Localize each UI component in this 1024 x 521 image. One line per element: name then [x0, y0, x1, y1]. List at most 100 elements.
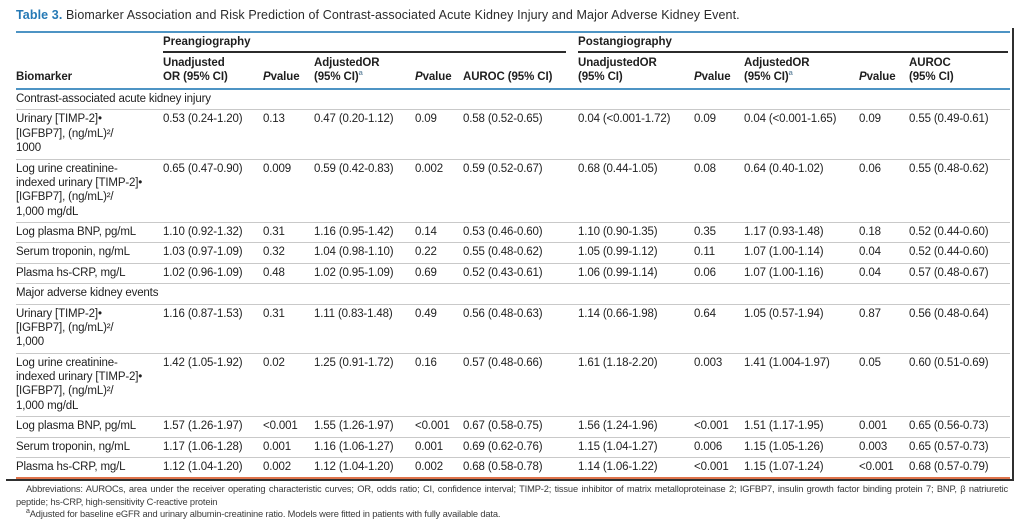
value-cell: 1.16 (0.95-1.42)	[314, 226, 394, 239]
footnote-marker-a: a	[788, 68, 793, 78]
value-cell: 0.003	[694, 356, 723, 369]
value-cell: 0.003	[859, 440, 888, 453]
value-cell: 0.55 (0.49-0.61)	[909, 113, 989, 126]
value-cell: 1.15 (1.04-1.27)	[578, 440, 658, 453]
value-cell: <0.001	[415, 420, 450, 433]
value-cell: 0.006	[694, 440, 723, 453]
biomarker-label: Log urine creatinine- indexed urinary [T…	[16, 356, 143, 412]
column-header-post-auroc: AUROC (95% CI)	[909, 53, 1011, 91]
value-cell: 0.68 (0.44-1.05)	[578, 162, 658, 175]
value-cell: 0.32	[263, 246, 285, 259]
group-header-preangiography: Preangiography	[163, 32, 578, 53]
value-cell: <0.001	[859, 460, 894, 473]
value-cell: 1.55 (1.26-1.97)	[314, 420, 394, 433]
value-cell: <0.001	[694, 420, 729, 433]
value-cell: 1.10 (0.90-1.35)	[578, 226, 658, 239]
table-footnotes: Abbreviations: AUROCs, area under the re…	[16, 483, 1008, 521]
value-cell: 0.002	[263, 460, 292, 473]
value-cell: 0.31	[263, 307, 285, 320]
group-header-row: Preangiography Postangiography	[16, 32, 1010, 53]
value-cell: 0.04	[859, 266, 881, 279]
column-header-pre-pvalue-adjusted: Pvalue	[415, 53, 463, 91]
value-cell: 0.001	[263, 440, 292, 453]
value-cell: 0.31	[263, 226, 285, 239]
value-cell: 1.15 (1.07-1.24)	[744, 460, 824, 473]
value-cell: 0.68 (0.58-0.78)	[463, 460, 543, 473]
value-cell: 1.57 (1.26-1.97)	[163, 420, 243, 433]
value-cell: 0.87	[859, 307, 881, 320]
value-cell: 0.14	[415, 226, 437, 239]
value-cell: 0.59 (0.42-0.83)	[314, 162, 394, 175]
biomarker-label: Serum troponin, ng/mL	[16, 440, 130, 453]
value-cell: 0.22	[415, 246, 437, 259]
group-header-postangiography: Postangiography	[578, 32, 1010, 53]
value-cell: 0.53 (0.24-1.20)	[163, 113, 243, 126]
column-header-post-unadjusted-or: UnadjustedOR (95% CI)	[578, 53, 695, 91]
value-cell: 0.09	[415, 113, 437, 126]
footnote-adjusted: aAdjusted for baseline eGFR and urinary …	[26, 508, 501, 520]
section-header-label: Contrast-associated acute kidney injury	[16, 93, 211, 106]
biomarker-row: Serum troponin, ng/mL 1.03 (0.97-1.09) 0.3…	[16, 243, 1011, 264]
column-header-post-adjusted-or: AdjustedOR (95% CI)a	[744, 53, 860, 91]
value-cell: 1.16 (1.06-1.27)	[314, 440, 394, 453]
value-cell: 0.35	[694, 226, 716, 239]
column-header-row: Biomarker Unadjusted OR (95% CI) Pvalue A…	[16, 53, 1011, 91]
value-cell: 0.002	[415, 460, 444, 473]
value-cell: 0.48	[263, 266, 285, 279]
value-cell: 0.57 (0.48-0.66)	[463, 356, 543, 369]
column-header-biomarker: Biomarker	[16, 53, 163, 91]
value-cell: 1.14 (0.66-1.98)	[578, 307, 658, 320]
screenshot-right-edge	[1012, 28, 1014, 481]
biomarker-association-table: Preangiography Postangiography Biomarker…	[16, 31, 1011, 479]
biomarker-row: Plasma hs-CRP, mg/L 1.02 (0.96-1.09) 0.48 1…	[16, 263, 1011, 284]
value-cell: 0.60 (0.51-0.69)	[909, 356, 989, 369]
value-cell: 0.55 (0.48-0.62)	[909, 162, 989, 175]
screenshot-bottom-edge	[6, 479, 1013, 481]
value-cell: 1.25 (0.91-1.72)	[314, 356, 394, 369]
value-cell: 0.68 (0.57-0.79)	[909, 460, 989, 473]
value-cell: 1.12 (1.04-1.20)	[163, 460, 243, 473]
value-cell: 1.51 (1.17-1.95)	[744, 420, 824, 433]
value-cell: 0.18	[859, 226, 881, 239]
value-cell: 1.06 (0.99-1.14)	[578, 266, 658, 279]
value-cell: 0.49	[415, 307, 437, 320]
value-cell: 0.53 (0.46-0.60)	[463, 226, 543, 239]
column-header-pre-unadjusted-or: Unadjusted OR (95% CI)	[163, 53, 263, 91]
value-cell: 0.58 (0.52-0.65)	[463, 113, 543, 126]
value-cell: 1.14 (1.06-1.22)	[578, 460, 658, 473]
biomarker-row: Serum troponin, ng/mL 1.17 (1.06-1.28) 0.0…	[16, 437, 1011, 458]
value-cell: 0.04	[859, 246, 881, 259]
value-cell: 0.56 (0.48-0.63)	[463, 307, 543, 320]
value-cell: 1.02 (0.96-1.09)	[163, 266, 243, 279]
footnote-marker-a: a	[358, 68, 363, 78]
value-cell: 0.65 (0.56-0.73)	[909, 420, 989, 433]
value-cell: 1.17 (1.06-1.28)	[163, 440, 243, 453]
value-cell: <0.001	[263, 420, 298, 433]
value-cell: 0.59 (0.52-0.67)	[463, 162, 543, 175]
value-cell: 1.10 (0.92-1.32)	[163, 226, 243, 239]
value-cell: 0.002	[415, 162, 444, 175]
value-cell: 1.05 (0.57-1.94)	[744, 307, 824, 320]
column-header-post-pvalue-adjusted: Pvalue	[859, 53, 910, 91]
table-title: Table 3. Biomarker Association and Risk …	[16, 8, 1010, 22]
value-cell: 0.52 (0.43-0.61)	[463, 266, 543, 279]
biomarker-label: Serum troponin, ng/mL	[16, 246, 130, 259]
value-cell: 1.15 (1.05-1.26)	[744, 440, 824, 453]
paper-page: Table 3. Biomarker Association and Risk …	[6, 8, 1014, 519]
value-cell: 0.04 (<0.001-1.65)	[744, 113, 837, 126]
group-label-preangiography: Preangiography	[163, 33, 567, 53]
biomarker-row: Log plasma BNP, pg/mL 1.57 (1.26-1.97) <0.…	[16, 417, 1011, 438]
value-cell: 0.69 (0.62-0.76)	[463, 440, 543, 453]
table-head: Preangiography Postangiography Biomarker…	[16, 32, 1011, 91]
value-cell: 0.001	[859, 420, 888, 433]
value-cell: 1.07 (1.00-1.14)	[744, 246, 824, 259]
value-cell: 0.06	[859, 162, 881, 175]
value-cell: 1.17 (0.93-1.48)	[744, 226, 824, 239]
value-cell: 0.55 (0.48-0.62)	[463, 246, 543, 259]
biomarker-row: Plasma hs-CRP, mg/L 1.12 (1.04-1.20) 0.002…	[16, 457, 1011, 479]
value-cell: 0.13	[263, 113, 285, 126]
value-cell: 0.02	[263, 356, 285, 369]
value-cell: 1.03 (0.97-1.09)	[163, 246, 243, 259]
section-header-label: Major adverse kidney events	[16, 287, 159, 300]
value-cell: <0.001	[694, 460, 729, 473]
